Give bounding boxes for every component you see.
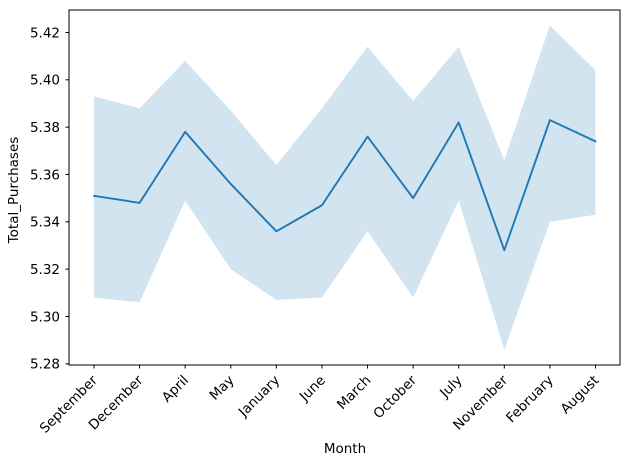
y-tick-label: 5.36 (30, 167, 60, 183)
x-tick-label: April (159, 373, 192, 406)
confidence-band (94, 25, 596, 350)
x-tick-label: February (503, 373, 557, 427)
y-tick-label: 5.42 (30, 25, 60, 41)
mean-line-layer (93, 119, 597, 252)
x-tick-label: January (235, 373, 283, 421)
x-tick-label: October (370, 372, 420, 422)
x-tick-label: July (436, 373, 465, 402)
x-axis-label: Month (324, 441, 366, 457)
x-tick-label: June (296, 373, 329, 406)
y-tick-label: 5.40 (30, 73, 60, 89)
plot-border (68, 9, 621, 366)
y-tick-label: 5.32 (30, 262, 60, 278)
y-axis-label: Total_Purchases (6, 137, 22, 245)
confidence-band-layer (94, 25, 596, 350)
y-tick-label: 5.38 (30, 120, 60, 136)
y-tick-label: 5.28 (30, 357, 60, 373)
x-tick-label: August (558, 373, 603, 418)
mean-line (93, 119, 597, 252)
x-tick-label: May (207, 373, 238, 404)
y-tick-label: 5.34 (30, 215, 60, 231)
y-tick-label: 5.30 (30, 309, 60, 325)
x-tick-label: March (334, 373, 374, 413)
